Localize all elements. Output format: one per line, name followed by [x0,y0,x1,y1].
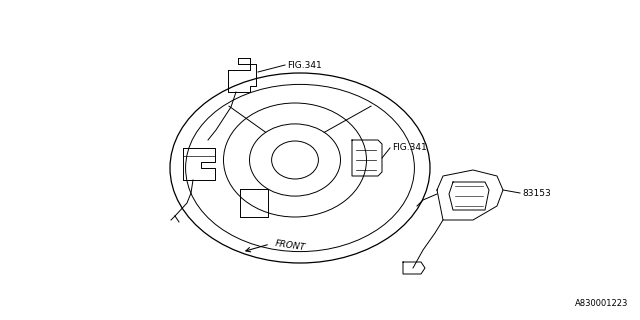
Text: 83153: 83153 [522,188,551,197]
Text: FRONT: FRONT [274,239,306,252]
Text: FIG.341: FIG.341 [392,143,427,153]
Text: FIG.341: FIG.341 [287,60,322,69]
Text: A830001223: A830001223 [575,299,628,308]
